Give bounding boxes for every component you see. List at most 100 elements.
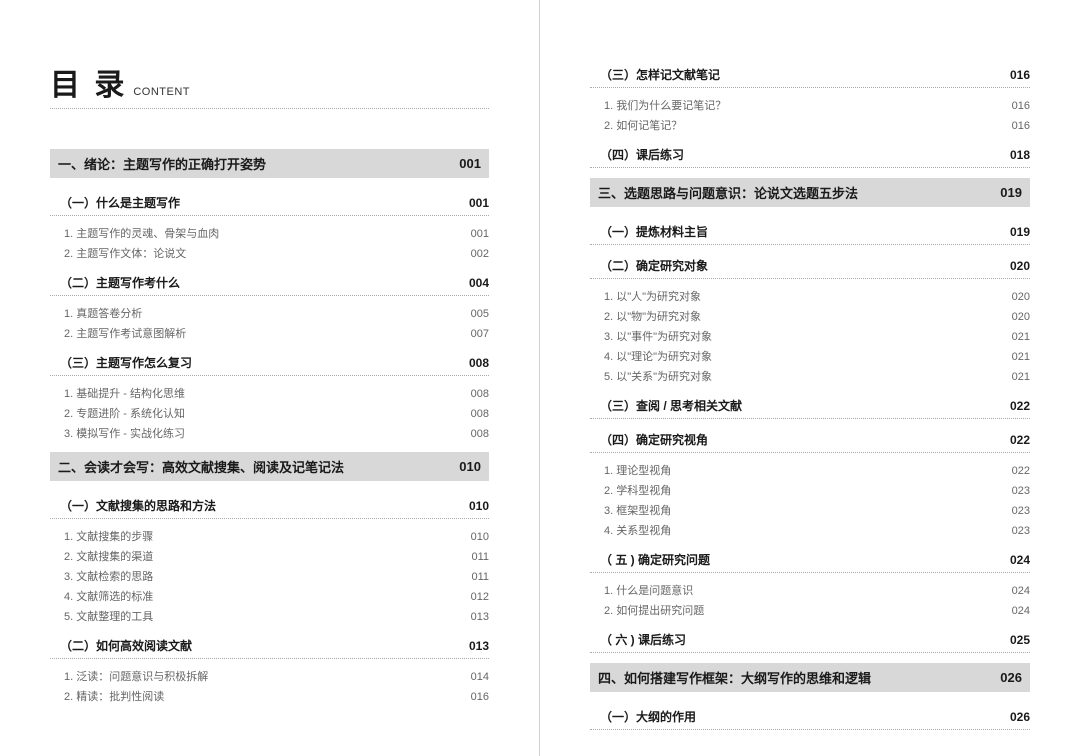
chapter-title: 四、如何搭建写作框架：大纲写作的思维和逻辑 bbox=[598, 668, 871, 687]
sub-page: 011 bbox=[471, 571, 489, 583]
sub-title: 2. 如何记笔记？ bbox=[604, 117, 682, 133]
sub-row: 1. 以"人"为研究对象020 bbox=[604, 287, 1030, 305]
section-title: （三）查阅 / 思考相关文献 bbox=[600, 397, 742, 414]
section-divider bbox=[590, 278, 1030, 279]
sub-title: 2. 如何提出研究问题 bbox=[604, 602, 704, 618]
section-divider bbox=[590, 167, 1030, 168]
sub-title: 1. 基础提升 - 结构化思维 bbox=[64, 385, 185, 401]
section-row: （三）查阅 / 思考相关文献 022 bbox=[600, 395, 1030, 416]
sub-page: 020 bbox=[1012, 311, 1030, 323]
section-row: （二）如何高效阅读文献 013 bbox=[60, 635, 489, 656]
toc-left-page: 目 录 CONTENT 一、绪论：主题写作的正确打开姿势001（一）什么是主题写… bbox=[0, 0, 540, 756]
sub-title: 4. 文献筛选的标准 bbox=[64, 588, 153, 604]
chapter-page: 001 bbox=[459, 156, 481, 171]
section-divider bbox=[590, 729, 1030, 730]
sub-row: 1. 泛读：问题意识与积极拆解014 bbox=[64, 667, 489, 685]
sub-page: 024 bbox=[1012, 605, 1030, 617]
chapter-bar: 一、绪论：主题写作的正确打开姿势 001 bbox=[50, 149, 489, 178]
section-row: （ 五 ) 确定研究问题 024 bbox=[600, 549, 1030, 570]
section-title: （一）文献搜集的思路和方法 bbox=[60, 497, 216, 514]
chapter-bar: 三、选题思路与问题意识：论说文选题五步法019 bbox=[590, 178, 1030, 207]
chapter-page: 010 bbox=[459, 459, 481, 474]
sub-row: 4. 文献筛选的标准 012 bbox=[64, 587, 489, 605]
sub-row: 1. 真题答卷分析 005 bbox=[64, 304, 489, 322]
section-divider bbox=[50, 658, 489, 659]
sub-row: 1. 我们为什么要记笔记？ 016 bbox=[604, 96, 1030, 114]
chapter-page: 019 bbox=[1000, 185, 1022, 200]
section-page: 022 bbox=[1010, 399, 1030, 413]
sub-title: 2. 主题写作考试意图解析 bbox=[64, 325, 186, 341]
sub-title: 1. 主题写作的灵魂、骨架与血肉 bbox=[64, 225, 219, 241]
sub-row: 2. 主题写作文体：论说文002 bbox=[64, 244, 489, 262]
sub-page: 012 bbox=[471, 591, 489, 603]
sub-title: 5. 以"关系"为研究对象 bbox=[604, 368, 712, 384]
sub-title: 2. 文献搜集的渠道 bbox=[64, 548, 153, 564]
sub-page: 023 bbox=[1012, 505, 1030, 517]
sub-title: 1. 泛读：问题意识与积极拆解 bbox=[64, 668, 208, 684]
section-divider bbox=[590, 87, 1030, 88]
sub-row: 1. 主题写作的灵魂、骨架与血肉001 bbox=[64, 224, 489, 242]
chapter-title: 二、会读才会写：高效文献搜集、阅读及记笔记法 bbox=[58, 457, 344, 476]
section-title: （一）大纲的作用 bbox=[600, 708, 696, 725]
section-title: （四）课后练习 bbox=[600, 146, 684, 163]
section-divider bbox=[590, 652, 1030, 653]
section-title: （二）如何高效阅读文献 bbox=[60, 637, 192, 654]
sub-row: 2. 主题写作考试意图解析007 bbox=[64, 324, 489, 342]
section-row: （三）主题写作怎么复习008 bbox=[60, 352, 489, 373]
sub-page: 021 bbox=[1012, 371, 1030, 383]
section-title: （四）确定研究视角 bbox=[600, 431, 708, 448]
right-top-sections: （三）怎样记文献笔记0161. 我们为什么要记笔记？0162. 如何记笔记？01… bbox=[590, 64, 1030, 168]
sub-title: 3. 文献检索的思路 bbox=[64, 568, 153, 584]
sub-page: 016 bbox=[1012, 100, 1030, 112]
toc-title-sub: CONTENT bbox=[133, 86, 190, 98]
sub-row: 4. 关系型视角023 bbox=[604, 521, 1030, 539]
sub-page: 023 bbox=[1012, 525, 1030, 537]
sub-title: 1. 理论型视角 bbox=[604, 462, 671, 478]
section-row: （一）什么是主题写作001 bbox=[60, 192, 489, 213]
sub-row: 3. 模拟写作 - 实战化练习008 bbox=[64, 424, 489, 442]
sub-title: 2. 精读：批判性阅读 bbox=[64, 688, 164, 704]
chapter-page: 026 bbox=[1000, 670, 1022, 685]
sub-title: 1. 我们为什么要记笔记？ bbox=[604, 97, 726, 113]
section-row: （四）课后练习018 bbox=[600, 144, 1030, 165]
sub-page: 021 bbox=[1012, 351, 1030, 363]
sub-row: 2. 如何提出研究问题 024 bbox=[604, 601, 1030, 619]
sub-page: 010 bbox=[471, 531, 489, 543]
section-title: （三）怎样记文献笔记 bbox=[600, 66, 720, 83]
section-title: （二）主题写作考什么 bbox=[60, 274, 180, 291]
section-divider bbox=[590, 452, 1030, 453]
sub-row: 1. 基础提升 - 结构化思维008 bbox=[64, 384, 489, 402]
sub-page: 016 bbox=[1012, 120, 1030, 132]
sub-row: 1. 什么是问题意识024 bbox=[604, 581, 1030, 599]
sub-page: 023 bbox=[1012, 485, 1030, 497]
section-title: （一）什么是主题写作 bbox=[60, 194, 180, 211]
sub-title: 1. 真题答卷分析 bbox=[64, 305, 142, 321]
section-page: 008 bbox=[469, 356, 489, 370]
section-title: （ 六 ) 课后练习 bbox=[600, 631, 686, 648]
section-title: （ 五 ) 确定研究问题 bbox=[600, 551, 710, 568]
section-divider bbox=[50, 375, 489, 376]
sub-page: 005 bbox=[471, 308, 489, 320]
sub-row: 3. 文献检索的思路 011 bbox=[64, 567, 489, 585]
section-page: 024 bbox=[1010, 553, 1030, 567]
section-row: （一）提炼材料主旨019 bbox=[600, 221, 1030, 242]
sub-row: 1. 文献搜集的步骤010 bbox=[64, 527, 489, 545]
section-row: （ 六 ) 课后练习 025 bbox=[600, 629, 1030, 650]
sub-page: 020 bbox=[1012, 291, 1030, 303]
sub-page: 022 bbox=[1012, 465, 1030, 477]
section-page: 013 bbox=[469, 639, 489, 653]
sub-row: 2. 文献搜集的渠道011 bbox=[64, 547, 489, 565]
section-divider bbox=[590, 572, 1030, 573]
sub-row: 1. 理论型视角 022 bbox=[604, 461, 1030, 479]
section-divider bbox=[50, 518, 489, 519]
section-divider bbox=[590, 244, 1030, 245]
sub-page: 024 bbox=[1012, 585, 1030, 597]
chapter-title: 一、绪论：主题写作的正确打开姿势 bbox=[58, 154, 266, 173]
sub-row: 3. 框架型视角023 bbox=[604, 501, 1030, 519]
sub-row: 2. 专题进阶 - 系统化认知008 bbox=[64, 404, 489, 422]
left-toc-content: 一、绪论：主题写作的正确打开姿势 001 （一）什么是主题写作001 1. 主题写作的… bbox=[50, 149, 489, 705]
section-title: （二）确定研究对象 bbox=[600, 257, 708, 274]
sub-title: 2. 以"物"为研究对象 bbox=[604, 308, 701, 324]
sub-row: 5. 以"关系"为研究对象 021 bbox=[604, 367, 1030, 385]
section-page: 025 bbox=[1010, 633, 1030, 647]
